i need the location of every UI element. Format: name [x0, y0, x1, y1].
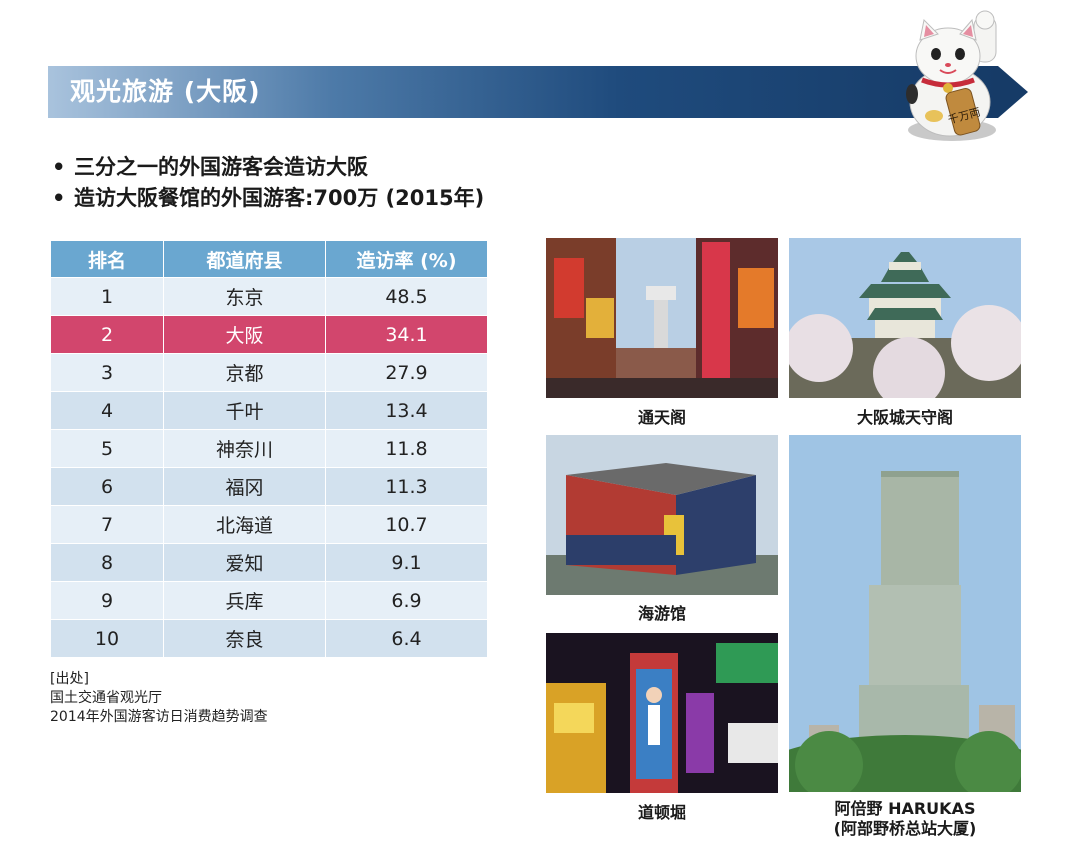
- cell-prefecture: 北海道: [163, 505, 326, 544]
- osaka-castle-photo: [789, 238, 1021, 398]
- abeno-harukas-caption-line2: (阿部野桥总站大厦): [833, 819, 977, 838]
- cell-rank: 7: [50, 505, 164, 544]
- table-row: 6 福冈 11.3: [50, 467, 488, 506]
- cell-rank: 4: [50, 391, 164, 430]
- table-row: 3 京都 27.9: [50, 353, 488, 392]
- source-line-1: 国土交通省观光厅: [50, 690, 162, 706]
- abeno-harukas-photo: [789, 435, 1021, 792]
- cell-rank: 10: [50, 619, 164, 658]
- osaka-castle-caption: 大阪城天守阁: [856, 408, 953, 427]
- header-rank: 排名: [50, 240, 164, 278]
- cell-rate: 27.9: [325, 353, 488, 392]
- table-row: 4 千叶 13.4: [50, 391, 488, 430]
- cell-prefecture: 福冈: [163, 467, 326, 506]
- table-row: 10 奈良 6.4: [50, 619, 488, 658]
- cell-rate: 11.8: [325, 429, 488, 468]
- cell-prefecture: 东京: [163, 277, 326, 316]
- bullet-item: • 三分之一的外国游客会造访大阪: [52, 155, 368, 179]
- cell-rate: 6.9: [325, 581, 488, 620]
- table-row: 8 爱知 9.1: [50, 543, 488, 582]
- cell-rate: 10.7: [325, 505, 488, 544]
- page-title: 观光旅游 (大阪): [70, 77, 261, 106]
- cell-rate: 13.4: [325, 391, 488, 430]
- cell-rate: 11.3: [325, 467, 488, 506]
- table-row: 9 兵库 6.9: [50, 581, 488, 620]
- bullet-item: • 造访大阪餐馆的外国游客:700万 (2015年): [52, 186, 485, 210]
- dotonbori-photo: [546, 633, 778, 793]
- cell-rank: 5: [50, 429, 164, 468]
- cell-rank: 3: [50, 353, 164, 392]
- cell-prefecture: 爱知: [163, 543, 326, 582]
- source-note: [出处] 国土交通省观光厅 2014年外国游客访日消费趋势调查: [50, 670, 268, 727]
- cell-prefecture: 兵库: [163, 581, 326, 620]
- table-row: 5 神奈川 11.8: [50, 429, 488, 468]
- table-row: 1 东京 48.5: [50, 277, 488, 316]
- visit-rate-table: 排名 都道府县 造访率 (%) 1 东京 48.5 2 大阪 34.1 3 京都…: [50, 240, 488, 658]
- table-header-row: 排名 都道府县 造访率 (%): [50, 240, 488, 278]
- aquarium-photo: [546, 435, 778, 595]
- cell-prefecture: 神奈川: [163, 429, 326, 468]
- cell-prefecture: 奈良: [163, 619, 326, 658]
- cell-rate: 34.1: [325, 315, 488, 354]
- cell-rate: 48.5: [325, 277, 488, 316]
- table-row-highlighted: 2 大阪 34.1: [50, 315, 488, 354]
- source-line-2: 2014年外国游客访日消费趋势调查: [50, 709, 268, 725]
- table-row: 7 北海道 10.7: [50, 505, 488, 544]
- header-prefecture: 都道府县: [163, 240, 326, 278]
- aquarium-caption: 海游馆: [637, 604, 686, 623]
- dotonbori-caption: 道顿堀: [637, 803, 686, 822]
- cell-rank: 2: [50, 315, 164, 354]
- header-rate: 造访率 (%): [325, 240, 488, 278]
- cell-rank: 1: [50, 277, 164, 316]
- cell-rank: 6: [50, 467, 164, 506]
- lucky-cat-icon: 千万両: [906, 10, 997, 141]
- tsutenkaku-photo: [546, 238, 778, 398]
- cell-rank: 9: [50, 581, 164, 620]
- abeno-harukas-caption-line1: 阿倍野 HARUKAS: [834, 799, 976, 818]
- cell-prefecture: 大阪: [163, 315, 326, 354]
- banner-arrow: [998, 66, 1028, 118]
- bullet-list: • 三分之一的外国游客会造访大阪 • 造访大阪餐馆的外国游客:700万 (2015年…: [52, 152, 484, 214]
- title-banner: [48, 66, 998, 118]
- cell-prefecture: 京都: [163, 353, 326, 392]
- abeno-harukas-caption: 阿倍野 HARUKAS (阿部野桥总站大厦): [789, 799, 1021, 839]
- cell-rank: 8: [50, 543, 164, 582]
- tsutenkaku-caption: 通天阁: [637, 408, 686, 427]
- source-label: [出处]: [50, 671, 89, 687]
- cell-prefecture: 千叶: [163, 391, 326, 430]
- cell-rate: 6.4: [325, 619, 488, 658]
- cell-rate: 9.1: [325, 543, 488, 582]
